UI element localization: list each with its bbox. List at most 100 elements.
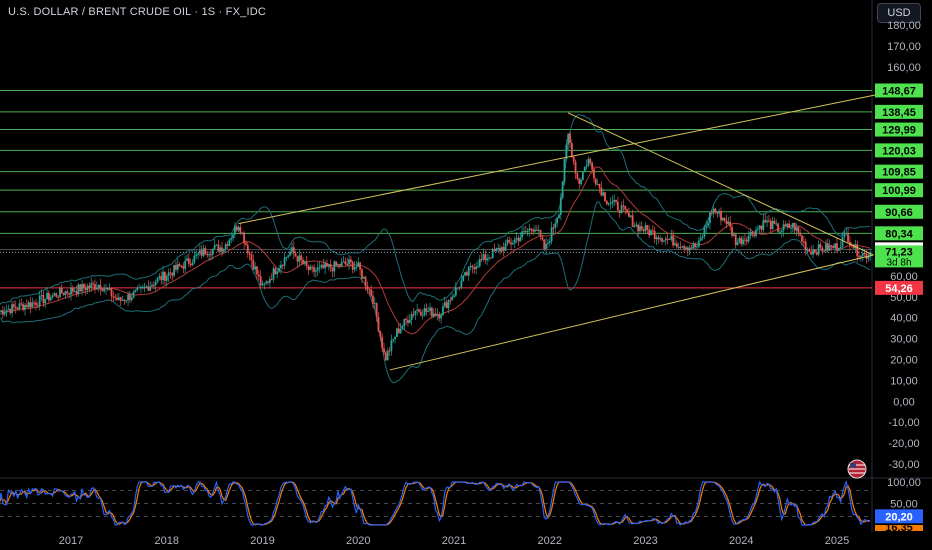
candle[interactable] bbox=[640, 221, 643, 232]
candle[interactable] bbox=[53, 291, 56, 297]
candle[interactable] bbox=[653, 226, 656, 244]
candle[interactable] bbox=[228, 238, 231, 247]
candle[interactable] bbox=[151, 282, 153, 288]
candle[interactable] bbox=[386, 348, 389, 361]
candle[interactable] bbox=[532, 227, 535, 236]
candle[interactable] bbox=[40, 289, 43, 301]
candle[interactable] bbox=[628, 207, 630, 218]
candle[interactable] bbox=[777, 222, 779, 233]
candle[interactable] bbox=[79, 284, 82, 292]
candle[interactable] bbox=[720, 207, 722, 226]
candle[interactable] bbox=[694, 242, 697, 251]
candle[interactable] bbox=[123, 298, 126, 305]
candle[interactable] bbox=[189, 258, 192, 268]
candle[interactable] bbox=[0, 310, 2, 316]
candle[interactable] bbox=[344, 257, 347, 266]
candle[interactable] bbox=[795, 223, 798, 237]
candle[interactable] bbox=[423, 304, 426, 317]
candle[interactable] bbox=[550, 221, 553, 245]
candle[interactable] bbox=[801, 234, 803, 246]
candle[interactable] bbox=[14, 300, 17, 314]
currency-button[interactable]: USD bbox=[877, 3, 921, 23]
candle[interactable] bbox=[714, 208, 717, 215]
candle[interactable] bbox=[22, 301, 25, 312]
candle[interactable] bbox=[561, 180, 564, 200]
candle[interactable] bbox=[200, 245, 203, 259]
candle[interactable] bbox=[705, 220, 708, 234]
candle[interactable] bbox=[434, 307, 437, 317]
candle[interactable] bbox=[626, 208, 628, 214]
candle[interactable] bbox=[513, 236, 516, 248]
candle[interactable] bbox=[819, 241, 822, 251]
candle[interactable] bbox=[410, 311, 413, 326]
candle[interactable] bbox=[307, 264, 310, 275]
candle[interactable] bbox=[298, 249, 301, 267]
candle[interactable] bbox=[24, 303, 26, 316]
candle[interactable] bbox=[127, 291, 129, 307]
candle[interactable] bbox=[117, 292, 120, 301]
candle[interactable] bbox=[206, 251, 209, 258]
candle[interactable] bbox=[788, 220, 791, 229]
candle[interactable] bbox=[219, 244, 222, 254]
candle[interactable] bbox=[644, 222, 647, 234]
candle[interactable] bbox=[175, 261, 177, 272]
candle[interactable] bbox=[497, 243, 500, 253]
candle[interactable] bbox=[71, 285, 74, 295]
candle[interactable] bbox=[779, 229, 781, 234]
candle[interactable] bbox=[786, 222, 789, 230]
candle[interactable] bbox=[524, 225, 527, 234]
candle[interactable] bbox=[62, 292, 65, 296]
candle[interactable] bbox=[657, 235, 660, 244]
candle[interactable] bbox=[215, 243, 218, 246]
candle[interactable] bbox=[276, 268, 279, 279]
candle[interactable] bbox=[66, 289, 69, 297]
candle[interactable] bbox=[92, 280, 94, 290]
candle[interactable] bbox=[793, 222, 796, 235]
candle[interactable] bbox=[756, 225, 759, 232]
candle[interactable] bbox=[119, 296, 122, 306]
candle[interactable] bbox=[692, 241, 695, 250]
candle[interactable] bbox=[563, 158, 566, 186]
candle[interactable] bbox=[534, 225, 536, 233]
candle[interactable] bbox=[675, 240, 678, 249]
candle[interactable] bbox=[342, 255, 345, 263]
candle[interactable] bbox=[613, 194, 616, 207]
candle[interactable] bbox=[237, 224, 240, 232]
candle[interactable] bbox=[116, 293, 118, 301]
candle[interactable] bbox=[547, 238, 549, 249]
candle[interactable] bbox=[751, 231, 754, 238]
candle[interactable] bbox=[517, 235, 520, 246]
candle[interactable] bbox=[828, 239, 831, 252]
candle[interactable] bbox=[136, 285, 139, 292]
candle[interactable] bbox=[292, 241, 295, 259]
candle[interactable] bbox=[659, 235, 662, 242]
candle[interactable] bbox=[576, 172, 579, 181]
candle[interactable] bbox=[782, 219, 785, 237]
candle[interactable] bbox=[482, 248, 485, 262]
candle[interactable] bbox=[683, 243, 686, 253]
candle[interactable] bbox=[593, 165, 595, 183]
candle[interactable] bbox=[186, 254, 188, 262]
candle[interactable] bbox=[696, 242, 698, 251]
candle[interactable] bbox=[758, 224, 761, 235]
candle[interactable] bbox=[664, 235, 667, 246]
candle[interactable] bbox=[567, 133, 570, 150]
candle[interactable] bbox=[526, 227, 529, 237]
candle[interactable] bbox=[101, 287, 104, 292]
candle[interactable] bbox=[173, 264, 176, 278]
candle[interactable] bbox=[403, 318, 406, 331]
candle[interactable] bbox=[346, 257, 349, 267]
candle[interactable] bbox=[235, 224, 238, 232]
candle[interactable] bbox=[453, 293, 455, 299]
candle[interactable] bbox=[318, 261, 321, 273]
candle[interactable] bbox=[454, 282, 457, 298]
candle[interactable] bbox=[697, 236, 700, 248]
candle[interactable] bbox=[384, 350, 387, 361]
candle[interactable] bbox=[554, 218, 557, 234]
candle[interactable] bbox=[1, 305, 4, 319]
candle[interactable] bbox=[677, 242, 680, 251]
candle[interactable] bbox=[843, 229, 846, 241]
candle[interactable] bbox=[618, 209, 621, 218]
candle[interactable] bbox=[176, 258, 179, 274]
trendline[interactable] bbox=[238, 93, 881, 225]
